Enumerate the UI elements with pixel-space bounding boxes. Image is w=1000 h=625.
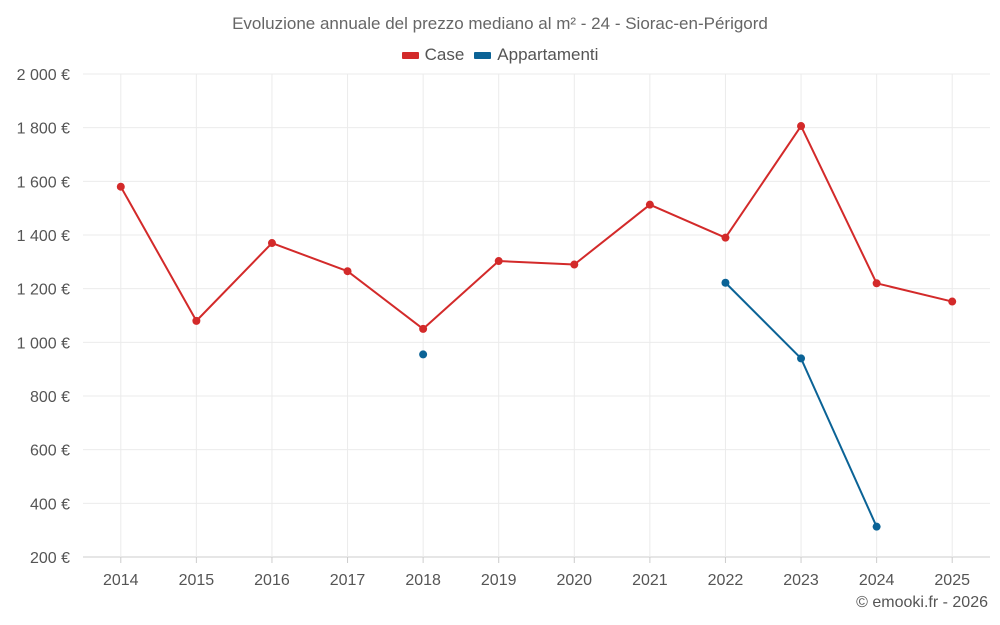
legend-item-appartamenti[interactable]: Appartamenti (474, 45, 598, 65)
x-tick-label: 2017 (330, 572, 366, 589)
x-tick-label: 2024 (859, 572, 895, 589)
data-point-case (419, 324, 428, 333)
x-tick-label: 2023 (783, 572, 819, 589)
series-line-case (119, 125, 953, 330)
data-point-case (494, 257, 503, 266)
y-tick-label: 800 € (30, 389, 70, 406)
y-tick-label: 600 € (30, 443, 70, 460)
y-tick-label: 200 € (30, 550, 70, 567)
chart-title: Evoluzione annuale del prezzo mediano al… (232, 14, 768, 33)
legend-label-appartamenti: Appartamenti (497, 45, 599, 64)
data-point-case (116, 182, 125, 191)
y-tick-label: 1 200 € (17, 282, 70, 299)
credit-text: © emooki.fr - 2026 (856, 594, 988, 611)
y-tick-label: 400 € (30, 496, 70, 513)
y-tick-label: 1 400 € (17, 228, 70, 245)
data-point-case (570, 260, 579, 269)
legend-item-case[interactable]: Case (401, 45, 465, 65)
x-tick-label: 2014 (103, 572, 139, 589)
data-point-case (948, 297, 957, 306)
data-point-case (797, 122, 806, 131)
legend: Case Appartamenti (0, 45, 1000, 65)
x-tick-label: 2025 (934, 572, 970, 589)
data-point-appartamenti (797, 354, 806, 363)
y-tick-label: 1 600 € (17, 174, 70, 191)
x-tick-label: 2018 (405, 572, 441, 589)
x-tick-label: 2019 (481, 572, 517, 589)
legend-swatch-case (401, 51, 419, 59)
legend-label-case: Case (424, 45, 465, 64)
data-point-case (721, 233, 730, 242)
y-tick-label: 1 000 € (17, 335, 70, 352)
data-point-case (343, 267, 352, 276)
data-point-case (192, 316, 201, 325)
x-tick-label: 2021 (632, 572, 668, 589)
y-tick-label: 2 000 € (17, 67, 70, 84)
data-point-case (872, 279, 881, 288)
x-tick-label: 2022 (708, 572, 744, 589)
y-tick-label: 1 800 € (17, 121, 70, 138)
x-tick-label: 2016 (254, 572, 290, 589)
data-point-appartamenti (721, 278, 730, 287)
legend-swatch-appartamenti (474, 51, 492, 59)
data-point-case (267, 239, 276, 248)
data-point-appartamenti (419, 350, 428, 359)
x-tick-label: 2020 (556, 572, 592, 589)
x-tick-label: 2015 (179, 572, 215, 589)
data-point-case (645, 200, 654, 209)
data-point-appartamenti (872, 522, 881, 531)
